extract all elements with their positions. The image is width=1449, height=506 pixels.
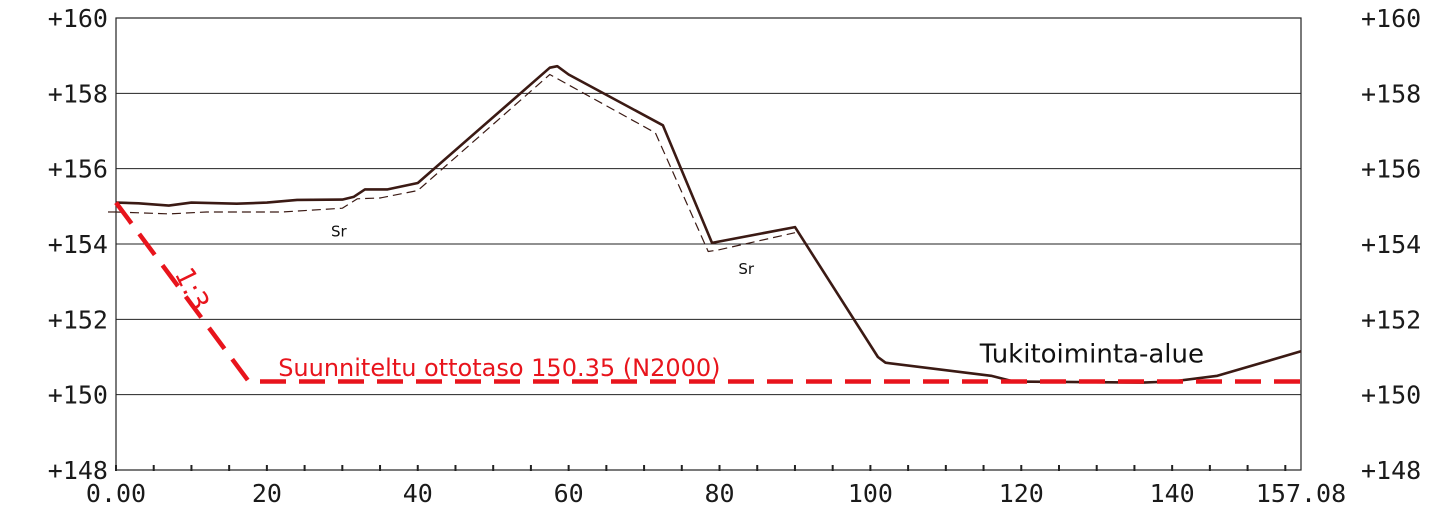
y-tick-label-right: +158	[1361, 79, 1421, 108]
y-tick-label-right: +156	[1361, 155, 1421, 184]
annotation-sr-1: Sr	[331, 222, 348, 240]
annotation-sr-2: Sr	[738, 260, 755, 278]
y-tick-label-left: +160	[48, 4, 108, 33]
x-tick-label: 120	[999, 479, 1044, 506]
annotation-slope: 1:3	[168, 263, 215, 316]
y-tick-label-left: +152	[48, 305, 108, 334]
y-tick-label-left: +154	[48, 230, 108, 259]
series-reference	[115, 73, 796, 253]
y-tick-label-left: +150	[48, 381, 108, 410]
y-tick-label-right: +152	[1361, 305, 1421, 334]
x-tick-label: 40	[403, 479, 433, 506]
x-tick-label: 140	[1150, 479, 1195, 506]
y-tick-label-right: +150	[1361, 381, 1421, 410]
y-tick-label-left: +156	[48, 155, 108, 184]
x-tick-label: 157.08	[1256, 479, 1346, 506]
x-tick-label: 100	[848, 479, 893, 506]
x-tick-label: 80	[704, 479, 734, 506]
series-ground	[115, 64, 1302, 384]
y-tick-label-right: +154	[1361, 230, 1421, 259]
x-tick-label: 0.00	[86, 479, 146, 506]
y-tick-label-left: +158	[48, 79, 108, 108]
y-tick-label-right: +148	[1361, 456, 1421, 485]
annotation-planned-level: Suunniteltu ottotaso 150.35 (N2000)	[278, 354, 720, 382]
y-tick-label-left: +148	[48, 456, 108, 485]
x-tick-label: 20	[252, 479, 282, 506]
y-tick-label-right: +160	[1361, 4, 1421, 33]
x-tick-label: 60	[554, 479, 584, 506]
annotation-area: Tukitoiminta-alue	[979, 340, 1204, 370]
